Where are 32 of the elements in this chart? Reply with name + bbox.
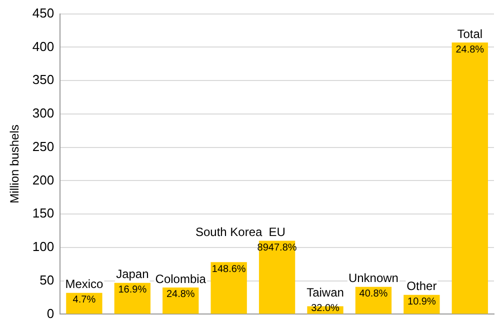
- bar: [210, 262, 247, 314]
- x-tick-label: Unknown: [348, 271, 398, 286]
- bar: [452, 42, 488, 314]
- x-tick-label: Total: [457, 26, 483, 41]
- y-tick-label: 250: [32, 138, 54, 154]
- x-tick-label: EU: [268, 225, 286, 240]
- y-axis-title: Million bushels: [8, 124, 22, 204]
- y-tick-label: 300: [32, 106, 54, 121]
- y-tick-label: 200: [32, 172, 54, 188]
- x-tick-label: Mexico: [65, 277, 104, 292]
- annotation: 24.8%: [166, 289, 195, 300]
- y-tick-label: 150: [32, 206, 54, 221]
- annotation: 4.7%: [72, 294, 96, 306]
- y-tick-label: 50: [40, 272, 54, 288]
- annotation: 10.9%: [408, 296, 436, 308]
- y-tick-label: 0: [46, 306, 54, 321]
- x-tick-label: South Korea: [195, 225, 263, 240]
- annotation: 40.8%: [359, 288, 388, 300]
- annotation: 148.6%: [212, 264, 246, 275]
- x-tick-label: Taiwan: [306, 286, 344, 300]
- bar: [258, 240, 296, 314]
- y-tick-label: 100: [32, 239, 54, 254]
- annotation: 24.8%: [456, 44, 484, 56]
- bar: [66, 292, 102, 314]
- annotation: 16.9%: [118, 284, 147, 296]
- y-tick-label: 350: [32, 72, 54, 88]
- x-tick-label: Colombia: [155, 272, 206, 286]
- y-tick-label: 400: [32, 38, 54, 54]
- annotation: 32.0%: [311, 302, 340, 314]
- y-tick-label: 450: [32, 5, 54, 20]
- x-tick-label: Japan: [116, 267, 149, 282]
- x-tick-label: Other: [406, 279, 437, 294]
